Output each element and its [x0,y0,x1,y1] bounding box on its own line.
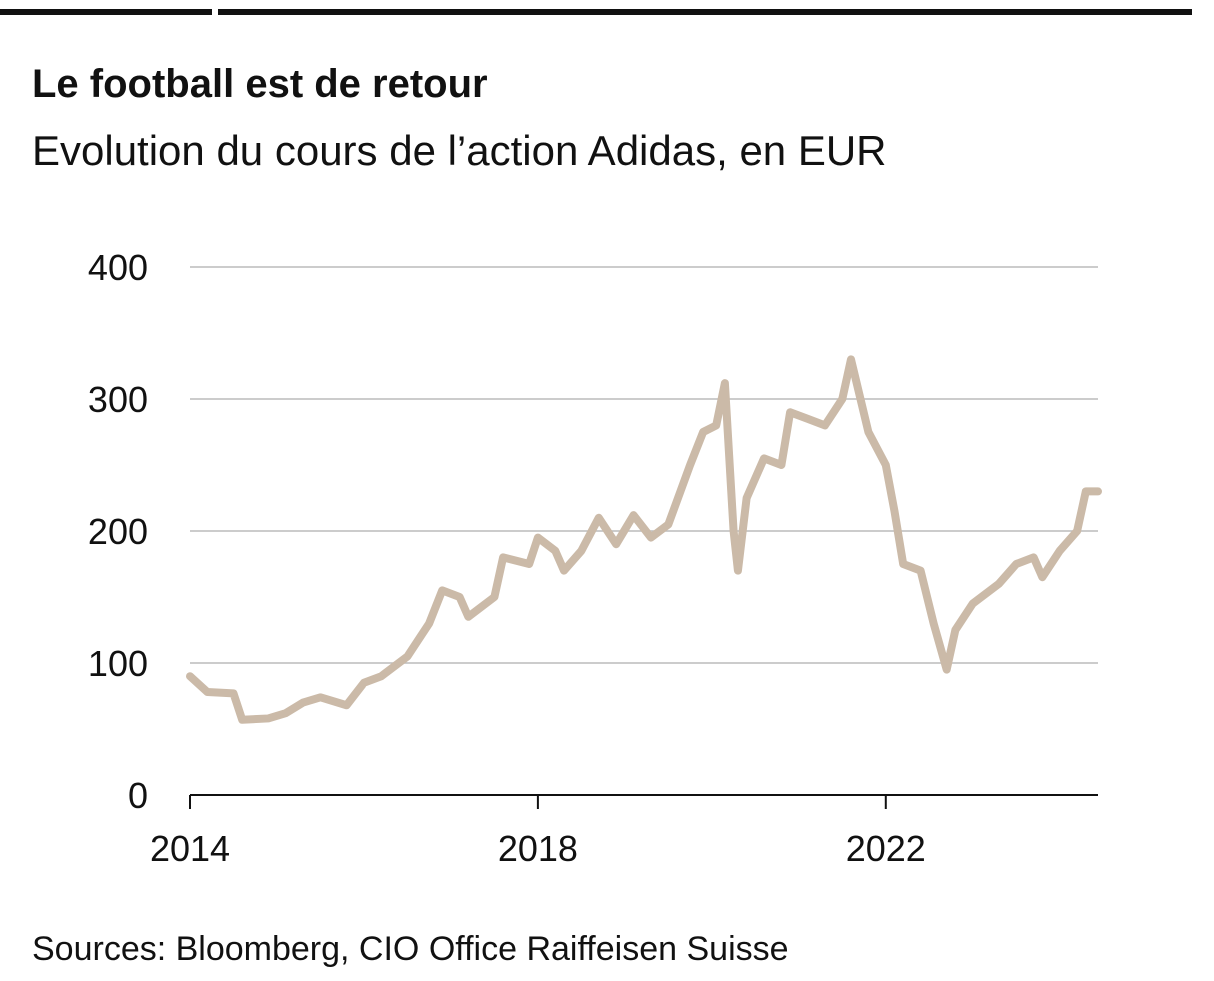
y-tick-label: 300 [88,379,148,420]
y-tick-label: 100 [88,643,148,684]
y-tick-label: 0 [128,775,148,816]
x-tick-label: 2022 [846,828,926,869]
y-tick-label: 200 [88,511,148,552]
chart-subtitle: Evolution du cours de l’action Adidas, e… [32,127,887,174]
x-tick-label: 2014 [150,828,230,869]
chart-title: Le football est de retour [32,62,488,106]
price-line [186,355,1102,724]
x-tick-label: 2018 [498,828,578,869]
source: Sources: Bloomberg, CIO Office Raiffeise… [32,930,789,968]
y-tick-label: 400 [88,247,148,288]
